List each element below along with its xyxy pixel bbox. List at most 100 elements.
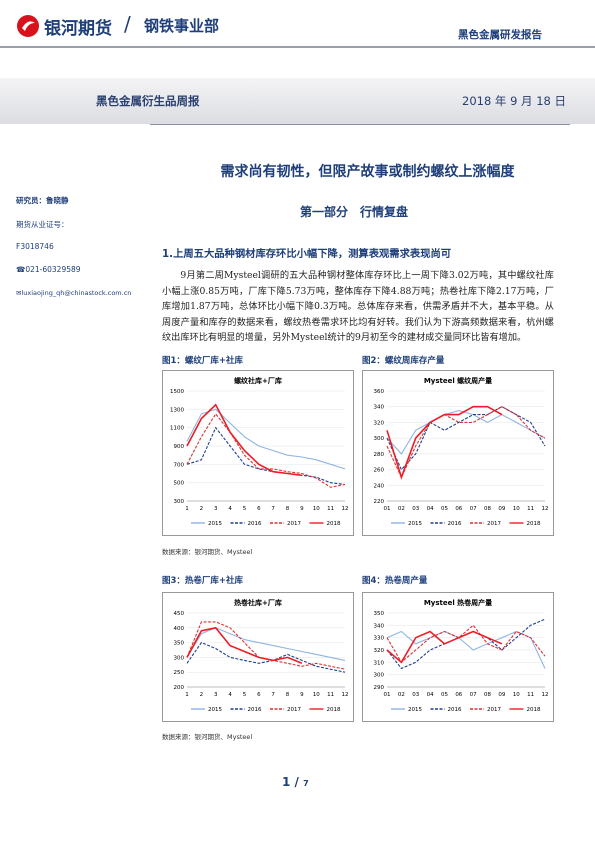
license: F3018746 [16,242,54,251]
x-tick-label: 6 [257,506,261,512]
page-number: 1 / 7 [282,775,309,789]
x-tick-label: 06 [455,692,462,698]
x-tick-label: 12 [342,506,349,512]
x-tick-label: 03 [412,506,419,512]
x-tick-label: 4 [228,692,232,698]
y-tick-label: 360 [374,389,385,395]
source: 数据来源：银河期货、Mysteel [162,548,253,556]
banner-title: 黑色金属衍生品周报 [96,94,200,108]
legend-label: 2018 [327,521,341,527]
y-tick-label: 220 [374,499,385,505]
report-type: 黑色金属研发报告 [458,29,542,41]
analyst: 研究员：鲁晓静 [16,196,69,205]
y-tick-label: 260 [374,468,385,474]
x-tick-label: 3 [214,692,218,698]
y-tick-label: 1100 [170,426,184,432]
x-tick-label: 12 [542,692,549,698]
y-tick-label: 340 [374,405,385,411]
x-tick-label: 07 [470,692,477,698]
slash: / [124,12,131,36]
y-tick-label: 1300 [170,407,184,413]
series-line [186,626,303,665]
y-tick-label: 330 [374,636,385,642]
y-tick-label: 400 [174,626,185,632]
series-line [386,624,546,664]
x-tick-label: 5 [243,692,247,698]
chart-title: 热卷社库+厂库 [234,598,282,607]
y-tick-label: 500 [174,481,185,487]
y-tick-label: 300 [374,436,385,442]
x-tick-label: 09 [498,506,505,512]
y-tick-label: 700 [174,462,185,468]
legend-label: 2017 [487,707,501,713]
brand: 银河期货 [44,19,112,39]
rule [0,46,595,48]
legend-label: 2018 [527,707,541,713]
x-tick-label: 11 [527,506,534,512]
chart: Mysteel 螺纹周产量 220 240 260 280 300 320 340 360 01 0… [362,370,554,536]
rule [150,124,570,125]
y-tick-label: 320 [374,648,385,654]
x-tick-label: 5 [243,506,247,512]
series-line [386,405,503,480]
legend-label: 2018 [527,521,541,527]
x-tick-label: 9 [300,692,304,698]
chart: Mysteel 热卷周产量 290 300 310 320 330 340 350 01 02 03… [362,592,554,722]
legend-label: 2016 [248,707,262,713]
x-tick-label: 2 [200,506,204,512]
legend-label: 2017 [287,521,301,527]
series-line [186,641,346,673]
x-tick-label: 7 [271,692,275,698]
banner-date: 2018 年 9 月 18 日 [462,94,566,108]
figure-caption: 图1：螺纹厂库+社库 [162,356,244,366]
x-tick-label: 10 [313,692,320,698]
y-tick-label: 200 [174,685,185,691]
series-line [386,630,503,664]
y-tick-label: 300 [174,655,185,661]
x-tick-label: 10 [513,692,520,698]
legend-label: 2015 [208,707,222,713]
figure-caption: 图4：热卷周产量 [362,576,428,586]
y-tick-label: 290 [374,685,385,691]
x-tick-label: 03 [412,692,419,698]
banner [0,78,595,124]
section-title: 第一部分 行情复盘 [300,205,409,219]
x-tick-label: 02 [398,692,405,698]
y-tick-label: 240 [374,483,385,489]
y-tick-label: 450 [174,611,185,617]
figure-caption: 图2：螺纹周库存产量 [362,356,445,366]
y-tick-label: 340 [374,623,385,629]
legend-label: 2017 [287,707,301,713]
phone: ☎021-60329589 [16,265,81,274]
y-tick-label: 1500 [170,389,184,395]
paragraph: 9月第二周Mysteel调研的五大品种钢材整体库存环比上一周下降3.02万吨，其… [162,270,554,343]
y-tick-label: 300 [374,673,385,679]
x-tick-label: 6 [257,692,261,698]
y-tick-label: 350 [174,641,185,647]
chart-title: Mysteel 螺纹周产量 [424,376,492,385]
series-line [386,410,546,455]
legend-label: 2016 [448,521,462,527]
subsection-title: 1.上周五大品种钢材库存环比小幅下降，测算表观需求表现尚可 [162,248,452,260]
x-tick-label: 1 [185,506,189,512]
x-tick-label: 10 [513,506,520,512]
x-tick-label: 11 [327,692,334,698]
source: 数据来源：银河期货、Mysteel [162,733,253,741]
y-tick-label: 320 [374,420,385,426]
x-tick-label: 09 [498,692,505,698]
x-tick-label: 04 [427,692,434,698]
logo [17,15,39,37]
x-tick-label: 9 [300,506,304,512]
x-tick-label: 8 [286,506,290,512]
chart-title: 螺纹社库+厂库 [234,376,282,385]
chart-title: Mysteel 热卷周产量 [424,598,492,607]
series-line [186,426,346,486]
x-tick-label: 04 [427,506,434,512]
x-tick-label: 11 [527,692,534,698]
x-tick-label: 07 [470,506,477,512]
legend-label: 2015 [408,521,422,527]
y-tick-label: 310 [374,660,385,666]
x-tick-label: 10 [313,506,320,512]
x-tick-label: 4 [228,506,232,512]
